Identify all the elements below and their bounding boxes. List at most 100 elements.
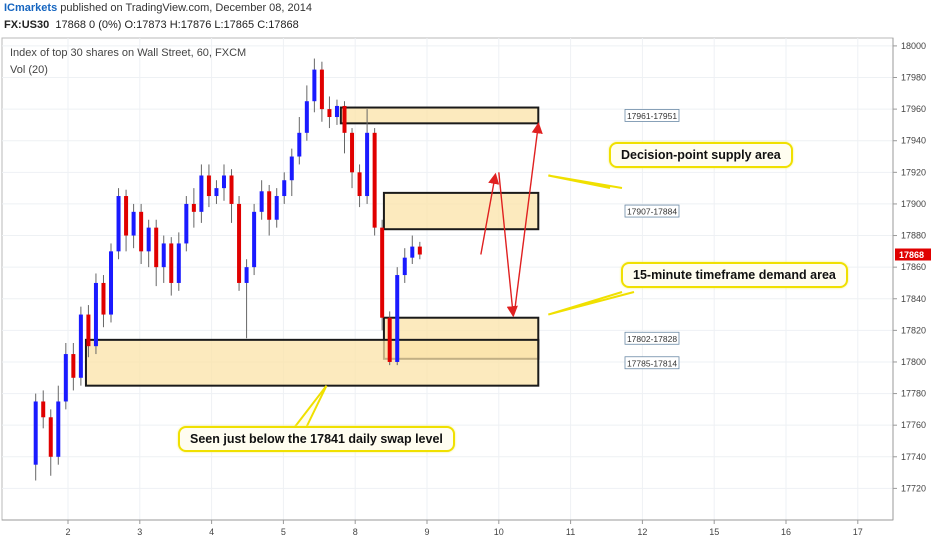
candle-body <box>342 105 347 133</box>
scenario-arrow <box>480 172 500 255</box>
candle-body <box>63 354 68 402</box>
candle-body <box>410 246 415 258</box>
candle-body <box>259 191 264 212</box>
scenario-arrow <box>498 172 518 318</box>
candle-body <box>206 175 211 197</box>
price-tick-label: 17780 <box>901 389 926 399</box>
candle-body <box>124 196 129 236</box>
candle-body <box>327 109 332 118</box>
price-tick-label: 18000 <box>901 41 926 51</box>
quote-values: 17868 0 (0%) O:17873 H:17876 L:17865 C:1… <box>55 19 299 31</box>
price-tick-label: 17840 <box>901 294 926 304</box>
candle-body <box>402 257 407 276</box>
time-tick-label: 4 <box>209 527 214 537</box>
price-tick-label: 17920 <box>901 167 926 177</box>
candle-body <box>86 314 91 347</box>
candle-body <box>221 175 226 189</box>
time-tick-label: 12 <box>637 527 647 537</box>
callout-swap-level: Seen just below the 17841 daily swap lev… <box>178 426 455 452</box>
price-tick-label: 17900 <box>901 199 926 209</box>
candle-body <box>244 267 249 283</box>
time-tick-label: 16 <box>781 527 791 537</box>
candle-body <box>357 172 362 197</box>
time-axis: 2 3 4 5 8 9 10 11 12 15 16 17 <box>2 519 893 537</box>
quote-line: FX:US30 17868 0 (0%) O:17873 H:17876 L:1… <box>4 19 299 31</box>
zone-label-box <box>624 109 680 122</box>
time-tick-label: 17 <box>853 527 863 537</box>
zone-label: 17907-17884 <box>627 207 677 217</box>
candle-body <box>319 69 324 110</box>
candle-body <box>48 417 53 457</box>
candle-body <box>131 211 136 236</box>
scenario-arrow <box>513 122 543 312</box>
time-tick-label: 9 <box>424 527 429 537</box>
candle-body <box>312 69 317 102</box>
time-tick-label: 2 <box>65 527 70 537</box>
candle-body <box>184 203 189 244</box>
price-tick-label: 17960 <box>901 104 926 114</box>
callout-pointer <box>548 174 623 189</box>
candle-body <box>387 317 392 362</box>
published-text: published on TradingView.com, December 0… <box>60 2 312 14</box>
candle-body <box>154 227 159 268</box>
candle-body <box>169 243 174 283</box>
candle-body <box>146 227 151 252</box>
callout-pointer <box>293 385 328 429</box>
price-tick-label: 17760 <box>901 420 926 430</box>
time-tick-label: 15 <box>709 527 719 537</box>
price-tick-label: 17860 <box>901 262 926 272</box>
price-tick-label: 17800 <box>901 357 926 367</box>
callout-pointer <box>547 291 635 316</box>
price-tick-label: 17820 <box>901 325 926 335</box>
last-price-label: 17868 <box>899 250 924 260</box>
publish-header: ICmarkets published on TradingView.com, … <box>4 2 312 14</box>
candle-body <box>252 211 257 268</box>
candle-body <box>176 243 181 283</box>
callout-demand-area: 15-minute timeframe demand area <box>621 262 848 288</box>
zone-layer: 17961-17951 17907-17884 17802-17828 17785-1… <box>84 106 680 387</box>
candle-body <box>304 101 309 133</box>
zone-label-box <box>624 204 680 218</box>
candle-body <box>214 188 219 197</box>
price-tick-label: 17940 <box>901 136 926 146</box>
callout-supply-area: Decision-point supply area <box>609 142 793 168</box>
candle-body <box>56 401 61 457</box>
symbol-label: FX:US30 <box>4 19 50 31</box>
volume-indicator-label: Vol (20) <box>10 64 48 76</box>
candle-body <box>229 175 234 204</box>
candle-body <box>161 243 166 268</box>
candle-body <box>139 211 144 252</box>
candle-body <box>71 354 76 378</box>
candle-body <box>101 282 106 315</box>
candle-body <box>267 191 272 220</box>
candle-body <box>297 132 302 157</box>
time-tick-label: 8 <box>353 527 358 537</box>
zone-box <box>382 191 540 231</box>
zone-box <box>339 106 540 125</box>
candle-body <box>237 203 242 283</box>
candle-body <box>78 314 83 378</box>
zone-label: 17785-17814 <box>627 358 677 368</box>
price-tick-label: 17880 <box>901 231 926 241</box>
zone-label-box <box>624 356 680 370</box>
candle-body <box>380 227 385 318</box>
candle-body <box>350 132 355 173</box>
candle-body <box>395 275 400 362</box>
candle-body <box>199 175 204 212</box>
candle-body <box>282 180 287 197</box>
candle-body <box>274 196 279 220</box>
publisher-name[interactable]: ICmarkets <box>4 2 58 14</box>
candle-body <box>372 132 377 228</box>
time-tick-label: 11 <box>566 527 575 537</box>
callout-pointer-layer <box>293 174 635 429</box>
candle-body <box>116 196 121 252</box>
candle-body <box>93 282 98 347</box>
price-tick-label: 17980 <box>901 73 926 83</box>
zone-label: 17802-17828 <box>627 334 677 344</box>
arrow-layer <box>480 122 543 318</box>
price-tick-label: 17740 <box>901 452 926 462</box>
price-axis: 17720 17740 17760 17780 17800 17820 17840 17860… <box>892 38 931 520</box>
candle-body <box>41 401 46 418</box>
zone-label: 17961-17951 <box>627 111 677 121</box>
last-price-badge <box>895 248 931 261</box>
